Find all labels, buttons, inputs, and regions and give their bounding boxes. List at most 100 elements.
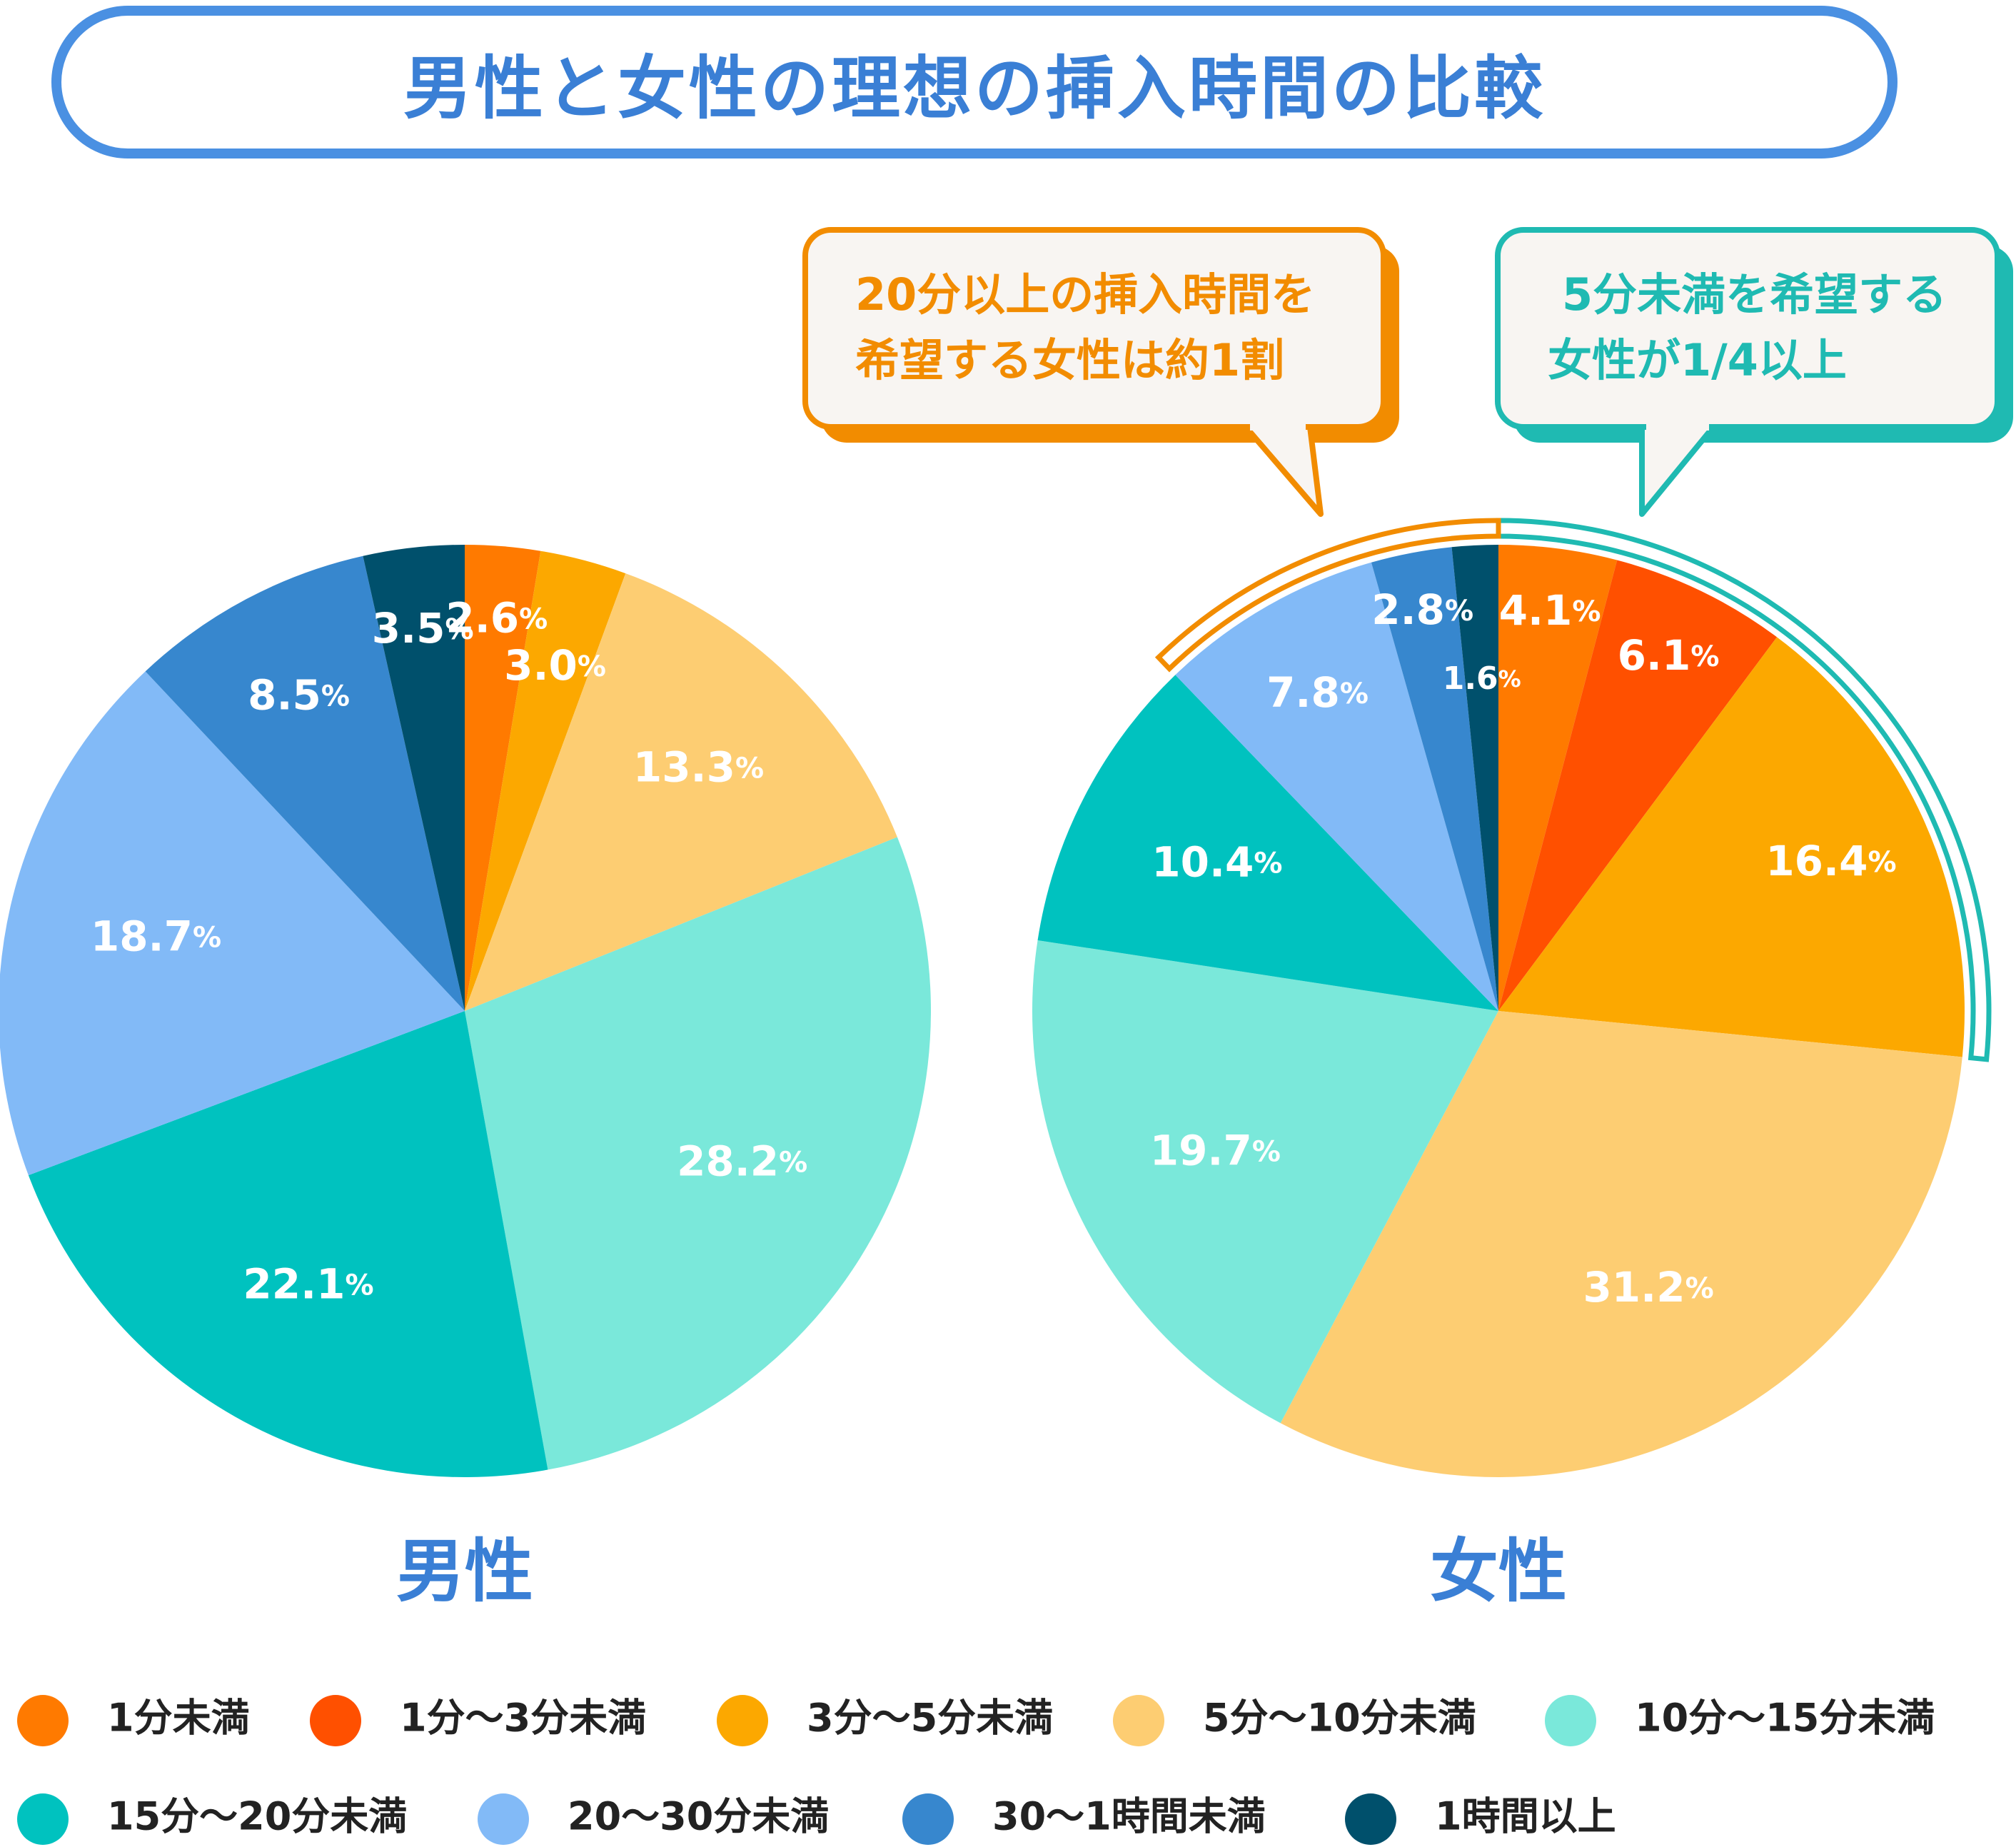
data-label-unit: % <box>578 650 606 683</box>
legend-item: 15分〜20分未満 <box>17 1793 407 1845</box>
pie-slice <box>1032 940 1498 1424</box>
data-label-value: 6.1 <box>1618 631 1691 680</box>
legend-item: 1分未満 <box>17 1695 250 1746</box>
data-label-unit: % <box>445 613 474 646</box>
data-label-unit: % <box>1252 1136 1281 1169</box>
pie-slice <box>465 837 931 1470</box>
legend-label: 5分〜10分未満 <box>1203 1696 1476 1741</box>
legend-swatch <box>902 1793 954 1845</box>
legend-item: 1分〜3分未満 <box>310 1695 646 1746</box>
callout-text: 5分未満を希望する <box>1562 268 1947 321</box>
data-label: 22.1% <box>243 1259 373 1308</box>
chart-title: 男性と女性の理想の挿入時間の比較 <box>403 48 1546 129</box>
legend-label: 20〜30分未満 <box>568 1794 829 1839</box>
legend-swatch <box>1345 1793 1396 1845</box>
legend-swatch <box>717 1695 768 1746</box>
pie-slice <box>1451 545 1498 1011</box>
pie-slice <box>1498 637 1965 1057</box>
data-label-value: 19.7 <box>1150 1127 1252 1175</box>
data-label: 31.2% <box>1583 1263 1713 1312</box>
data-label-value: 7.8 <box>1266 668 1340 717</box>
pie-slice <box>465 545 541 1011</box>
legend-item: 3分〜5分未満 <box>717 1695 1053 1746</box>
data-label-value: 2.6 <box>445 593 519 642</box>
data-label-value: 3.5 <box>372 604 445 653</box>
pie-1: 4.1%6.1%16.4%31.2%19.7%10.4%7.8%2.8%1.6%… <box>1032 545 1965 1611</box>
data-label-value: 2.8 <box>1371 585 1445 634</box>
legend-swatch <box>310 1695 361 1746</box>
legend-label: 1時間以上 <box>1435 1794 1616 1839</box>
legend-item: 20〜30分未満 <box>478 1793 829 1845</box>
data-label: 3.0% <box>504 641 606 690</box>
data-label: 3.5% <box>372 604 474 653</box>
data-label-unit: % <box>1254 847 1282 880</box>
callout-text: 希望する女性は約1割 <box>855 334 1284 386</box>
data-label-unit: % <box>346 1269 374 1302</box>
data-label-unit: % <box>1690 640 1719 673</box>
data-label: 10.4% <box>1151 838 1282 887</box>
data-label-unit: % <box>1685 1272 1714 1305</box>
legend-item: 30〜1時間未満 <box>902 1793 1266 1845</box>
data-label-unit: % <box>1340 678 1369 710</box>
data-label-unit: % <box>519 603 548 635</box>
data-label: 1.6% <box>1443 660 1521 697</box>
data-label-value: 8.5 <box>248 671 321 720</box>
data-label: 6.1% <box>1618 631 1720 680</box>
pie-slice <box>1037 675 1498 1011</box>
pie-slice <box>145 555 465 1011</box>
data-label-value: 22.1 <box>243 1259 345 1308</box>
data-label: 8.5% <box>248 671 350 720</box>
legend-swatch <box>1113 1695 1164 1746</box>
data-label: 2.6% <box>445 593 548 642</box>
callout-tail <box>1639 424 1716 517</box>
pie-0: 2.6%3.0%13.3%28.2%22.1%18.7%8.5%3.5%男性 <box>0 545 931 1611</box>
pie-title: 男性 <box>396 1531 533 1611</box>
data-label: 16.4% <box>1765 837 1896 885</box>
data-label-value: 28.2 <box>677 1137 779 1186</box>
highlight-arc-under5min <box>1496 518 1992 1062</box>
data-label-unit: % <box>1498 665 1521 693</box>
pie-slice <box>1371 547 1498 1011</box>
legend-swatch <box>478 1793 529 1845</box>
legend-item: 1時間以上 <box>1345 1793 1616 1845</box>
legend-item: 5分〜10分未満 <box>1113 1695 1476 1746</box>
pie-slice <box>1498 545 1618 1011</box>
pie-slice <box>465 550 626 1011</box>
pie-slice <box>465 573 897 1011</box>
legend-layer: 1分未満 1分〜3分未満 3分〜5分未満 5分〜10分未満 10分〜15分未満 15分〜2… <box>17 1695 1935 1845</box>
data-label-unit: % <box>1572 595 1601 628</box>
legend-label: 1分未満 <box>107 1696 250 1741</box>
legend-swatch <box>17 1793 69 1845</box>
pie-slice <box>1280 1011 1962 1477</box>
data-label: 4.1% <box>1499 586 1601 635</box>
legend-swatch <box>17 1695 69 1746</box>
legend-label: 30〜1時間未満 <box>992 1794 1266 1839</box>
data-label-value: 3.0 <box>504 641 578 690</box>
data-label-value: 4.1 <box>1499 586 1573 635</box>
callout-tail <box>1243 424 1324 517</box>
data-label: 7.8% <box>1266 668 1369 717</box>
data-label-unit: % <box>1868 846 1896 879</box>
pie-slice <box>1498 560 1778 1011</box>
title-banner: 男性と女性の理想の挿入時間の比較 <box>51 6 1897 158</box>
callout-box <box>1495 227 2000 430</box>
pie-slice <box>363 545 465 1011</box>
callout-text: 20分以上の挿入時間を <box>855 268 1315 321</box>
data-label-value: 31.2 <box>1583 1263 1685 1312</box>
data-label: 19.7% <box>1150 1127 1281 1175</box>
data-label: 2.8% <box>1371 585 1473 634</box>
legend-item: 10分〜15分未満 <box>1545 1695 1935 1746</box>
pies-layer: 2.6%3.0%13.3%28.2%22.1%18.7%8.5%3.5%男性4.… <box>0 518 1992 1611</box>
legend-label: 15分〜20分未満 <box>107 1794 407 1839</box>
data-label-unit: % <box>321 680 350 713</box>
highlight-arc-over20min <box>1154 518 1501 673</box>
data-label-value: 1.6 <box>1443 660 1498 697</box>
data-label-value: 16.4 <box>1765 837 1868 885</box>
pie-slice <box>0 671 465 1176</box>
pie-slice <box>1175 562 1498 1011</box>
data-label-value: 13.3 <box>633 743 735 792</box>
